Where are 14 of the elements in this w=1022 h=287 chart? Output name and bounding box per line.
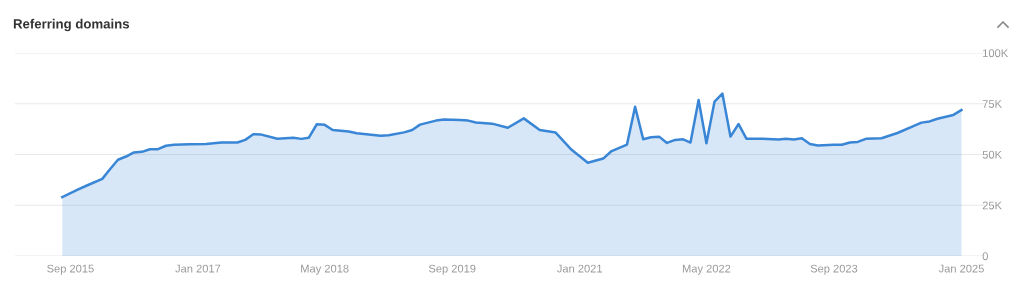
x-tick-label: Sep 2023 (810, 264, 858, 275)
x-tick-label: Jan 2025 (938, 264, 984, 273)
y-tick-label: 75K (982, 100, 1002, 108)
y-tick-label: 25K (982, 201, 1002, 210)
x-tick-label: Jan 2021 (557, 264, 603, 273)
y-tick-label: 50K (982, 150, 1002, 159)
y-tick-label: 0 (982, 252, 988, 261)
x-tick-label: Sep 2015 (47, 264, 94, 275)
y-tick-label: 100K (983, 49, 1009, 58)
chart-title: Referring domains (13, 18, 130, 32)
x-tick-label: Sep 2019 (428, 264, 476, 275)
x-tick-label: May 2018 (301, 264, 349, 275)
x-tick-label: Jan 2017 (175, 264, 221, 273)
x-tick-label: May 2022 (682, 264, 731, 275)
